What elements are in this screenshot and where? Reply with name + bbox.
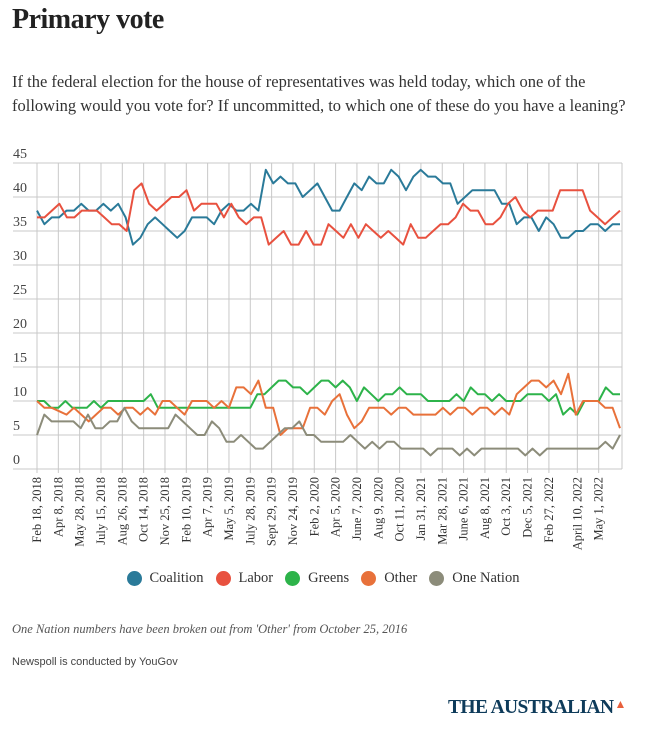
footnote: One Nation numbers have been broken out … <box>12 622 408 636</box>
legend-label: Coalition <box>149 570 204 586</box>
x-tick-label: Aug 9, 2020 <box>371 477 385 539</box>
x-tick-label: Apr 8, 2018 <box>51 477 65 537</box>
legend-label: Greens <box>308 570 350 586</box>
legend-label: Labor <box>238 570 274 586</box>
logo-text: THE AUSTRALIAN <box>448 697 614 718</box>
series-lines <box>36 168 621 457</box>
x-tick-label: Dec 5, 2021 <box>521 477 535 538</box>
y-tick-label: 30 <box>13 249 27 264</box>
x-tick-label: Sept 29, 2019 <box>265 477 279 546</box>
x-tick-label: Apr 7, 2019 <box>201 477 215 537</box>
x-tick-label: May 1, 2022 <box>592 477 606 541</box>
other-swatch-icon <box>361 571 377 586</box>
x-tick-label: Nov 24, 2019 <box>286 477 300 545</box>
x-tick-label: May 5, 2019 <box>222 477 236 541</box>
grid <box>13 162 623 473</box>
legend-label: One Nation <box>452 570 520 586</box>
x-tick-label: Feb 27, 2022 <box>542 477 556 543</box>
x-tick-label: July 28, 2019 <box>243 477 257 545</box>
legend-item-one-nation[interactable]: One Nation <box>429 570 519 587</box>
chart-title: Primary vote <box>12 4 164 35</box>
the-australian-logo[interactable]: THE AUSTRALIAN▲ <box>448 697 626 719</box>
source-credit: Newspoll is conducted by YouGov <box>12 656 178 668</box>
y-tick-label: 40 <box>13 181 27 196</box>
x-tick-label: Aug 26, 2018 <box>115 477 129 545</box>
y-tick-label: 5 <box>13 419 20 434</box>
x-tick-label: July 15, 2018 <box>94 477 108 545</box>
series-line-coalition[interactable] <box>36 168 620 246</box>
x-tick-label: Feb 18, 2018 <box>30 477 44 543</box>
y-tick-label: 35 <box>13 215 27 230</box>
x-tick-label: May 28, 2018 <box>73 477 87 547</box>
y-tick-label: 25 <box>13 283 27 298</box>
australia-map-icon: ▲ <box>614 697 627 711</box>
legend-item-coalition[interactable]: Coalition <box>126 570 204 587</box>
x-axis: Feb 18, 2018 Apr 8, 2018 May 28, 2018 July … <box>30 477 606 550</box>
x-tick-label: June 6, 2021 <box>457 477 471 541</box>
x-tick-label: Feb 2, 2020 <box>307 477 321 536</box>
series-line-greens[interactable] <box>37 379 620 416</box>
y-tick-label: 0 <box>13 453 20 468</box>
x-tick-label: June 7, 2020 <box>350 477 364 541</box>
chart-subtitle: If the federal election for the house of… <box>12 72 626 115</box>
series-line-other[interactable] <box>36 372 621 436</box>
x-tick-label: Aug 8, 2021 <box>478 477 492 539</box>
x-tick-label: Mar 28, 2021 <box>435 477 449 545</box>
coalition-swatch-icon <box>126 571 142 586</box>
x-tick-label: Jan 31, 2021 <box>414 477 428 541</box>
greens-swatch-icon <box>285 571 301 586</box>
legend-item-labor[interactable]: Labor <box>215 570 274 587</box>
x-tick-label: Feb 10, 2019 <box>179 477 193 543</box>
one-nation-swatch-icon <box>429 571 445 586</box>
series-line-labor[interactable] <box>37 182 621 246</box>
x-tick-label: Oct 3, 2021 <box>499 477 513 536</box>
y-axis: 0 5 10 15 20 25 30 35 40 45 <box>13 147 27 468</box>
series-line-one-nation[interactable] <box>36 406 621 457</box>
primary-vote-line-chart: 0 5 10 15 20 25 30 35 40 45 Feb 18, 2018 Apr 8, 20… <box>13 147 623 550</box>
x-tick-label: Oct 11, 2020 <box>393 477 407 541</box>
labor-swatch-icon <box>215 571 231 586</box>
legend-item-other[interactable]: Other <box>361 570 417 587</box>
legend: Coalition Labor Greens Other One Nation <box>0 570 646 587</box>
x-tick-label: Oct 14, 2018 <box>137 477 151 542</box>
y-tick-label: 45 <box>13 147 27 162</box>
x-tick-label: Apr 5, 2020 <box>329 477 343 537</box>
x-tick-label: Nov 25, 2018 <box>158 477 172 545</box>
y-tick-label: 20 <box>13 317 27 332</box>
y-tick-label: 10 <box>13 385 27 400</box>
x-tick-label: April 10, 2022 <box>570 477 584 550</box>
legend-item-greens[interactable]: Greens <box>285 570 349 587</box>
y-tick-label: 15 <box>13 351 27 366</box>
legend-label: Other <box>384 570 418 586</box>
